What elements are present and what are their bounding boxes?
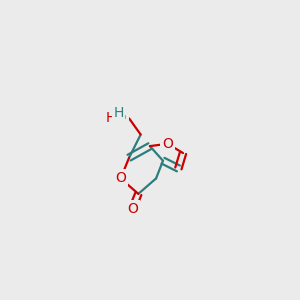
- Text: O: O: [162, 137, 173, 151]
- Text: O: O: [115, 172, 126, 185]
- Text: HO: HO: [106, 111, 127, 125]
- Text: H: H: [113, 106, 124, 120]
- Text: O: O: [127, 202, 138, 216]
